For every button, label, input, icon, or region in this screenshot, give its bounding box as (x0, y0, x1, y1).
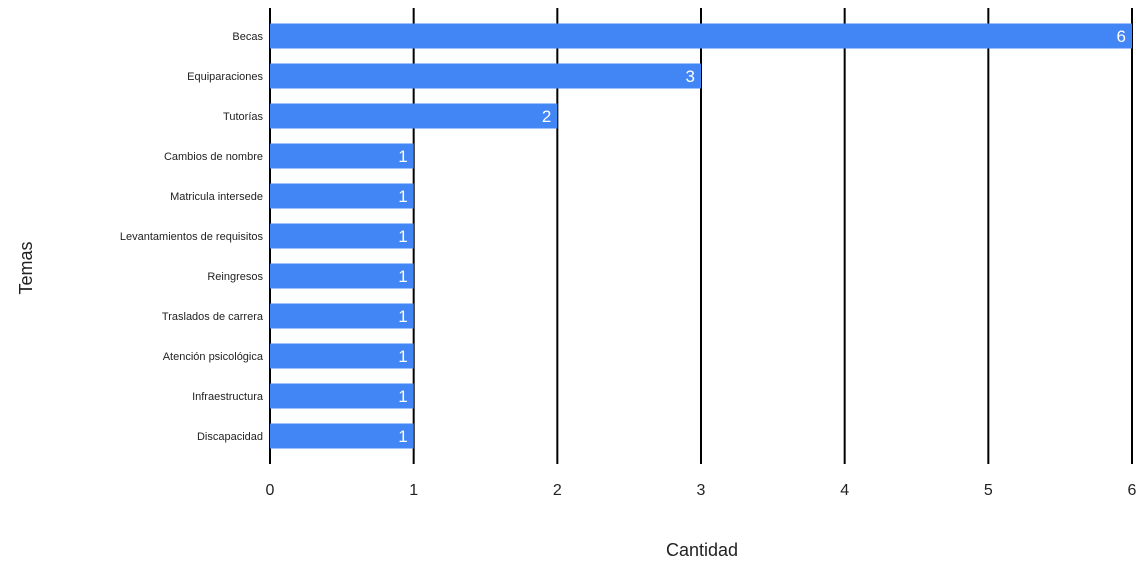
bar (270, 23, 1132, 49)
x-tick-label: 0 (266, 482, 275, 499)
category-label: Infraestructura (192, 391, 264, 403)
x-tick-labels: 0 1 2 3 4 5 6 (266, 482, 1137, 499)
bar-value-label: 1 (398, 427, 407, 446)
x-tick-label: 3 (697, 482, 706, 499)
bar (270, 223, 414, 249)
bar-value-label: 1 (398, 347, 407, 366)
bar (270, 383, 414, 409)
bar (270, 63, 701, 89)
category-label: Matricula intersede (170, 191, 263, 203)
bar-value-label: 1 (398, 267, 407, 286)
bar (270, 183, 414, 209)
bar-value-label: 1 (398, 307, 407, 326)
bar-value-label: 6 (1117, 27, 1126, 46)
category-label: Levantamientos de requisitos (120, 231, 264, 243)
category-label: Traslados de carrera (162, 311, 264, 323)
x-tick-label: 2 (553, 482, 562, 499)
bar (270, 143, 414, 169)
category-label: Becas (232, 31, 263, 43)
bar (270, 343, 414, 369)
bar-value-label: 1 (398, 147, 407, 166)
category-label: Discapacidad (197, 431, 263, 443)
bar (270, 303, 414, 329)
category-label: Reingresos (207, 271, 263, 283)
category-label: Equiparaciones (187, 71, 263, 83)
category-labels: Becas Equiparaciones Tutorías Cambios de no… (120, 31, 264, 443)
bar-value-label: 2 (542, 107, 551, 126)
x-tick-label: 1 (409, 482, 418, 499)
bar (270, 103, 558, 129)
bars: 6 3 2 1 1 1 1 1 1 1 1 (270, 23, 1132, 449)
bar-value-label: 3 (686, 67, 695, 86)
category-label: Atención psicológica (163, 351, 264, 363)
bar-value-label: 1 (398, 187, 407, 206)
x-tick-label: 4 (840, 482, 849, 499)
bar-value-label: 1 (398, 227, 407, 246)
y-axis-title: Temas (16, 241, 36, 294)
x-axis-title: Cantidad (666, 540, 738, 560)
bar-value-label: 1 (398, 387, 407, 406)
x-tick-label: 6 (1128, 482, 1137, 499)
bar (270, 423, 414, 449)
bar (270, 263, 414, 289)
category-label: Tutorías (223, 111, 263, 123)
category-label: Cambios de nombre (164, 151, 263, 163)
x-tick-label: 5 (984, 482, 993, 499)
